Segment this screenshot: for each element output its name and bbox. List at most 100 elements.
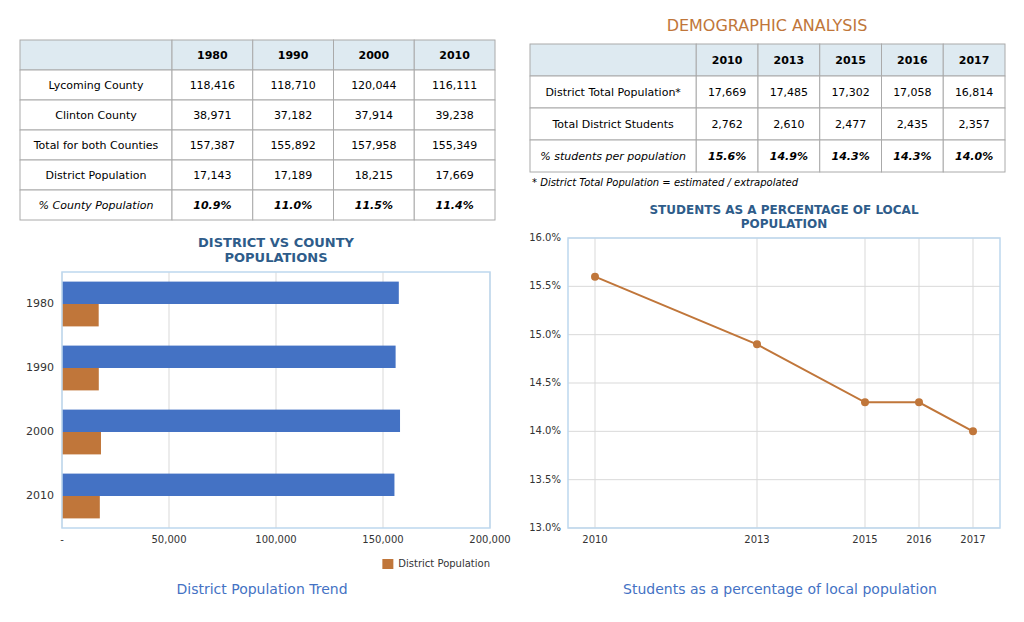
header-cell xyxy=(530,44,696,76)
cell-text: 37,182 xyxy=(274,109,313,122)
y-tick-label: 2010 xyxy=(26,489,54,502)
y-tick-label: 14.0% xyxy=(529,425,561,436)
table-cell xyxy=(943,76,1005,108)
header-cell xyxy=(253,40,334,70)
table-cell xyxy=(882,140,944,172)
cell-text: District Total Population* xyxy=(545,86,681,99)
cell-text: 17,302 xyxy=(831,86,870,99)
column-header: 2000 xyxy=(359,49,390,62)
table-cell xyxy=(172,190,253,220)
cell-text: 17,669 xyxy=(708,86,747,99)
table-cell xyxy=(253,70,334,100)
cell-text: 2,610 xyxy=(773,118,805,131)
y-tick-label: 14.5% xyxy=(529,377,561,388)
page: DEMOGRAPHIC ANALYSIS 1980 1990 2000 2010 Lyco… xyxy=(0,0,1024,622)
cell-text: 157,387 xyxy=(190,139,236,152)
bar xyxy=(62,496,100,518)
header-cell xyxy=(20,40,172,70)
column-header: 2015 xyxy=(835,54,866,67)
plot-background xyxy=(62,272,490,528)
cell-text: 120,044 xyxy=(351,79,397,92)
table-cell xyxy=(414,160,495,190)
column-header: 1990 xyxy=(278,49,309,62)
table-cell xyxy=(820,76,882,108)
chart-title: STUDENTS AS A PERCENTAGE OF LOCAL xyxy=(649,203,918,217)
cell-text: 155,349 xyxy=(432,139,478,152)
table-cell xyxy=(334,130,415,160)
x-tick-label: 100,000 xyxy=(255,534,296,545)
cell-text: 18,215 xyxy=(355,169,394,182)
table-cell xyxy=(943,140,1005,172)
bar xyxy=(62,304,99,326)
table-cell xyxy=(172,160,253,190)
cell-text: 14.0% xyxy=(955,150,993,163)
cell-text: 2,477 xyxy=(835,118,867,131)
y-tick-label: 16.0% xyxy=(529,232,561,243)
cell-text: 11.0% xyxy=(274,199,312,212)
cell-text: 17,189 xyxy=(274,169,313,182)
table-cell xyxy=(530,108,696,140)
table-cell xyxy=(882,108,944,140)
caption: District Population Trend xyxy=(176,581,347,597)
marker xyxy=(969,427,977,435)
table-cell xyxy=(414,130,495,160)
header-cell xyxy=(414,40,495,70)
cell-text: 17,669 xyxy=(435,169,474,182)
y-tick-label: 13.0% xyxy=(529,522,561,533)
cell-text: 10.9% xyxy=(193,199,231,212)
marker xyxy=(753,340,761,348)
header-cell xyxy=(172,40,253,70)
y-tick-label: 1990 xyxy=(26,361,54,374)
table-cell xyxy=(20,100,172,130)
chart-title: POPULATION xyxy=(741,217,827,231)
table-cell xyxy=(696,108,758,140)
cell-text: 155,892 xyxy=(270,139,316,152)
cell-text: 2,762 xyxy=(711,118,743,131)
cell-text: 15.6% xyxy=(708,150,746,163)
cell-text: % students per population xyxy=(540,150,686,163)
table-cell xyxy=(943,108,1005,140)
x-tick-label: 2015 xyxy=(852,534,877,545)
table-cell xyxy=(530,140,696,172)
header-cell xyxy=(758,44,820,76)
bar xyxy=(62,346,396,368)
table: 20102013201520162017District Total Popul… xyxy=(530,44,1005,172)
table-cell xyxy=(253,100,334,130)
x-tick-label: 50,000 xyxy=(152,534,187,545)
legend-label: District Population xyxy=(398,558,490,569)
table-cell xyxy=(758,76,820,108)
chart-title: POPULATIONS xyxy=(225,250,328,265)
cell-text: % County Population xyxy=(39,199,154,212)
table-cell xyxy=(530,76,696,108)
column-header: 2016 xyxy=(897,54,928,67)
table: 1980199020002010Lycoming County118,41611… xyxy=(20,40,495,220)
cell-text: Lycoming County xyxy=(49,79,144,92)
column-header: 1980 xyxy=(197,49,228,62)
marker xyxy=(915,398,923,406)
column-header: 2010 xyxy=(439,49,470,62)
line xyxy=(595,277,973,432)
cell-text: 17,143 xyxy=(193,169,232,182)
table-cell xyxy=(882,76,944,108)
cell-text: 11.4% xyxy=(436,199,474,212)
x-tick-label: 2017 xyxy=(960,534,985,545)
cell-text: 16,814 xyxy=(955,86,994,99)
cell-text: District Population xyxy=(46,169,147,182)
table-cell xyxy=(20,130,172,160)
grid-line xyxy=(568,286,1000,287)
cell-text: 14.9% xyxy=(770,150,808,163)
grid-line xyxy=(568,383,1000,384)
table-cell xyxy=(334,70,415,100)
header-cell xyxy=(334,40,415,70)
table-cell xyxy=(20,70,172,100)
table-cell xyxy=(334,190,415,220)
cell-text: 38,971 xyxy=(193,109,232,122)
cell-text: 157,958 xyxy=(351,139,397,152)
cell-text: 14.3% xyxy=(832,150,870,163)
page-title: DEMOGRAPHIC ANALYSIS xyxy=(667,16,868,35)
cell-text: 2,357 xyxy=(958,118,990,131)
x-tick-label: 150,000 xyxy=(362,534,403,545)
cell-text: 39,238 xyxy=(435,109,474,122)
cell-text: 17,058 xyxy=(893,86,932,99)
table-cell xyxy=(172,100,253,130)
